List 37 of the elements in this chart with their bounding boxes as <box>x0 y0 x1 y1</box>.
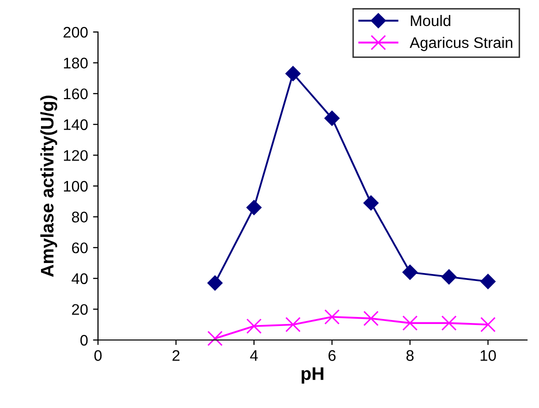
x-tick-label: 4 <box>250 350 258 361</box>
point <box>285 66 301 82</box>
x-axis-title: pH <box>302 367 324 384</box>
y-tick-label: 160 <box>64 88 88 100</box>
y-tick-label: 60 <box>72 242 88 254</box>
y-tick-label: 140 <box>64 119 88 130</box>
y-axis-title: Amylase activity(U/g) <box>40 96 58 277</box>
y-tick-label: 120 <box>64 150 88 161</box>
point <box>285 316 301 332</box>
x-tick-label: 10 <box>480 350 496 361</box>
y-tick-label: 180 <box>64 58 88 68</box>
point <box>246 318 262 334</box>
y-tick-label: 20 <box>72 304 88 315</box>
point <box>441 315 457 331</box>
y-tick-label: 100 <box>64 180 88 192</box>
point <box>480 274 496 290</box>
point <box>402 264 418 280</box>
x-tick-label: 0 <box>94 350 102 361</box>
legend-label: Mould <box>410 14 450 26</box>
x-tick-label: 2 <box>172 350 180 361</box>
point <box>441 269 457 284</box>
x-tick-label: 6 <box>328 350 336 361</box>
point <box>324 110 340 126</box>
y-tick-label: 40 <box>72 273 88 284</box>
point <box>207 330 223 346</box>
point <box>363 310 379 326</box>
y-tick-label: 200 <box>64 26 88 38</box>
point <box>363 195 379 211</box>
point <box>324 309 340 325</box>
y-tick-label: 0 <box>80 334 88 346</box>
point <box>402 315 418 331</box>
x-tick-label: 8 <box>406 350 414 361</box>
y-tick-label: 80 <box>72 212 88 222</box>
legend-label: Agaricus Strain <box>410 36 512 52</box>
point <box>207 275 223 291</box>
point <box>480 316 496 332</box>
point <box>246 200 262 216</box>
